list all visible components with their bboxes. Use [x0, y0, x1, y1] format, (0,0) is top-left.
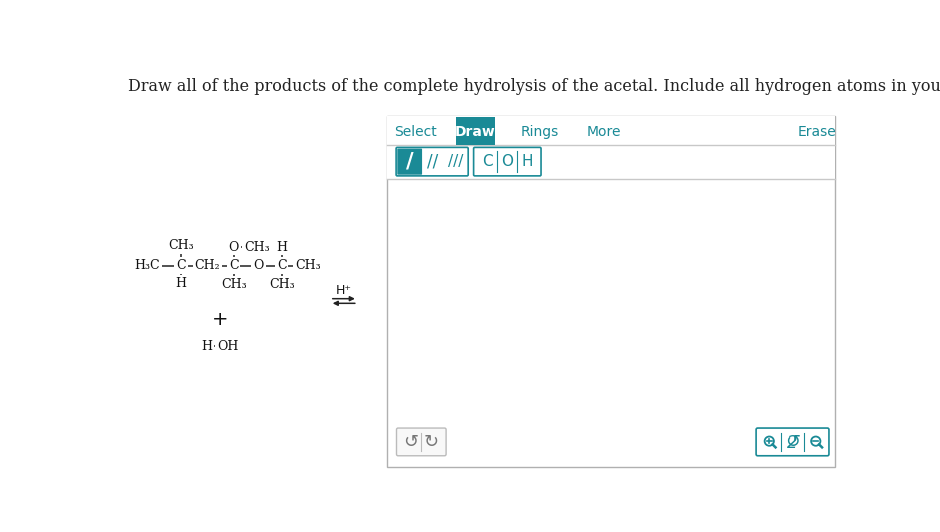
Text: CH₃: CH₃ [168, 239, 194, 252]
Text: ↻: ↻ [424, 433, 439, 451]
Text: C: C [482, 154, 493, 169]
FancyBboxPatch shape [396, 147, 468, 176]
Text: Rings: Rings [521, 124, 559, 139]
Text: C: C [277, 259, 287, 272]
Text: H: H [201, 340, 212, 353]
FancyBboxPatch shape [397, 428, 446, 456]
Text: Erase: Erase [797, 124, 836, 139]
FancyBboxPatch shape [756, 428, 829, 456]
Bar [387, 116, 835, 467]
Text: ↺: ↺ [785, 433, 800, 451]
Text: /: / [406, 152, 414, 172]
Text: 2: 2 [787, 434, 798, 452]
Text: CH₃: CH₃ [295, 259, 321, 272]
Text: //: // [427, 153, 438, 171]
Text: Select: Select [395, 124, 437, 139]
Text: H: H [176, 277, 186, 290]
Text: H: H [522, 154, 533, 169]
Text: O: O [254, 259, 264, 272]
Text: CH₃: CH₃ [221, 278, 246, 292]
Text: CH₃: CH₃ [269, 278, 294, 292]
Text: ///: /// [447, 154, 463, 169]
Text: H: H [276, 240, 288, 254]
Text: +: + [212, 310, 228, 329]
Text: C: C [176, 259, 186, 272]
Text: CH₃: CH₃ [244, 240, 270, 254]
FancyBboxPatch shape [474, 147, 541, 176]
Text: C: C [229, 259, 239, 272]
FancyBboxPatch shape [398, 148, 422, 174]
Text: Draw all of the products of the complete hydrolysis of the acetal. Include all h: Draw all of the products of the complete… [129, 78, 940, 95]
Text: OH: OH [217, 340, 238, 353]
Text: Draw: Draw [455, 124, 496, 139]
Text: More: More [587, 124, 621, 139]
Text: O: O [501, 154, 513, 169]
Text: H⁺: H⁺ [336, 285, 352, 297]
Text: H₃C: H₃C [134, 259, 160, 272]
Bar [387, 145, 835, 179]
Text: CH₂: CH₂ [195, 259, 220, 272]
Bar [456, 117, 495, 145]
Text: O: O [228, 240, 239, 254]
Text: ↺: ↺ [403, 433, 418, 451]
Bar [387, 116, 835, 145]
